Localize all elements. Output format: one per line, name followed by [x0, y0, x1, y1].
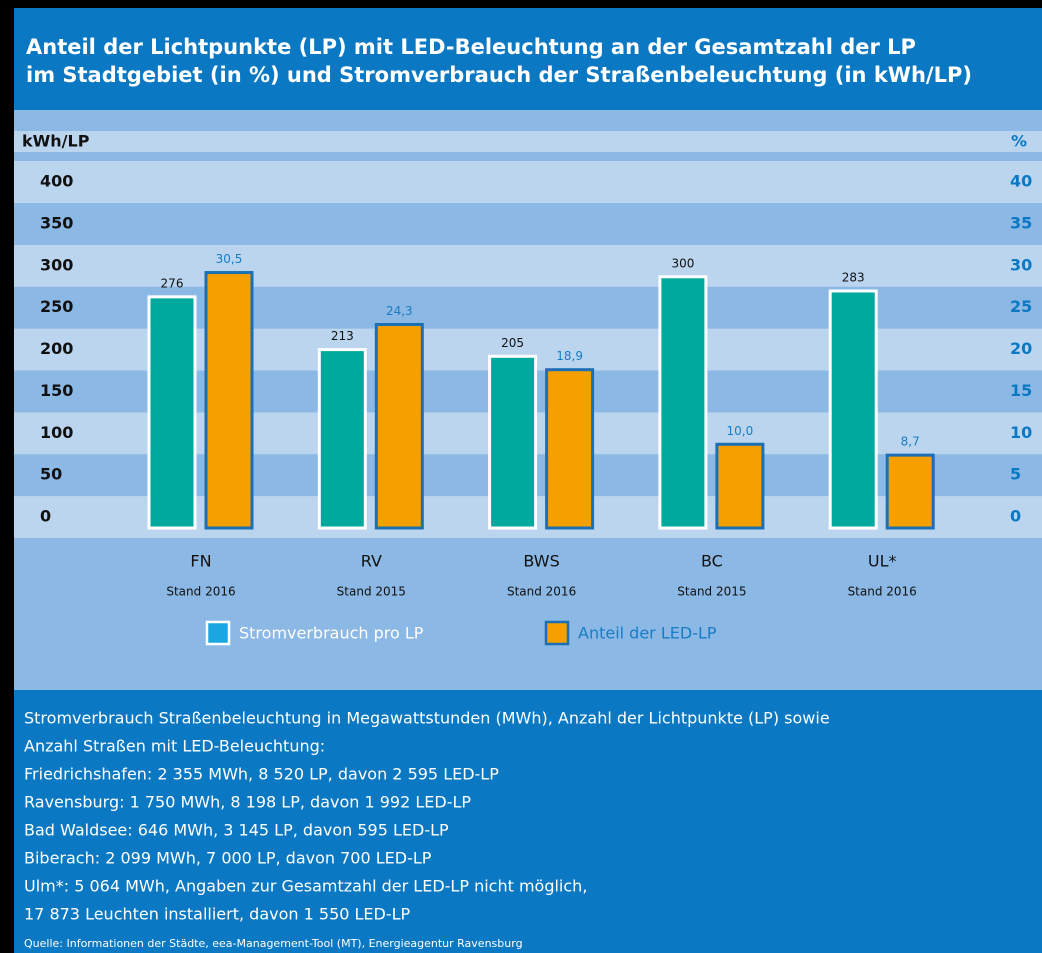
- x-tick-note: Stand 2015: [337, 585, 406, 599]
- legend-swatch: [544, 620, 570, 646]
- bar: [374, 322, 424, 530]
- x-tick-label: BWS: [523, 552, 559, 571]
- y2-tick-label: 25: [1010, 297, 1032, 316]
- footnote-line: Bad Waldsee: 646 MWh, 3 145 LP, davon 59…: [24, 821, 449, 840]
- source: Quelle: Informationen der Städte, eea-Ma…: [24, 937, 523, 950]
- footnote-line: Ulm*: 5 064 MWh, Angaben zur Gesamtzahl …: [24, 877, 587, 896]
- y-tick-label: 0: [40, 507, 51, 526]
- grid-band: [14, 244, 1042, 287]
- footnote-line: Ravensburg: 1 750 MWh, 8 198 LP, davon 1…: [24, 793, 471, 812]
- y-tick-label: 400: [40, 172, 73, 191]
- value-label: 30,5: [216, 252, 243, 266]
- bar: [317, 348, 367, 530]
- footnote-line: Biberach: 2 099 MWh, 7 000 LP, davon 700…: [24, 849, 432, 868]
- footnote-line: 17 873 Leuchten installiert, davon 1 550…: [24, 905, 411, 924]
- value-label: 300: [671, 256, 694, 270]
- x-tick-label: BC: [701, 552, 723, 571]
- x-tick-note: Stand 2016: [507, 585, 576, 599]
- x-tick-label: RV: [361, 552, 382, 571]
- value-label: 276: [161, 276, 184, 290]
- y2-tick-label: 20: [1010, 339, 1032, 358]
- value-label: 283: [842, 270, 865, 284]
- value-label: 205: [501, 336, 524, 350]
- bar: [885, 453, 935, 530]
- value-label: 213: [331, 329, 354, 343]
- y-axis-label: kWh/LP: [22, 132, 90, 151]
- footnote-line: Friedrichshafen: 2 355 MWh, 8 520 LP, da…: [24, 765, 499, 784]
- bar: [545, 368, 595, 530]
- y2-tick-label: 0: [1010, 507, 1021, 526]
- grid-band: [14, 161, 1042, 203]
- y2-tick-label: 15: [1010, 381, 1032, 400]
- x-tick-label: FN: [190, 552, 211, 571]
- x-tick-note: Stand 2016: [848, 585, 917, 599]
- legend-label: Anteil der LED-LP: [578, 624, 717, 643]
- y2-tick-label: 30: [1010, 255, 1032, 274]
- value-label: 18,9: [556, 349, 583, 363]
- value-label: 10,0: [727, 424, 754, 438]
- y2-tick-label: 40: [1010, 172, 1032, 191]
- title-line: im Stadtgebiet (in %) und Stromverbrauch…: [26, 63, 972, 87]
- y-tick-label: 50: [40, 465, 62, 484]
- y2-tick-label: 5: [1010, 465, 1021, 484]
- value-label: 8,7: [901, 435, 920, 449]
- y2-axis-label: %: [1011, 132, 1027, 151]
- bar: [658, 275, 708, 530]
- grid-band: [14, 202, 1042, 245]
- y2-tick-label: 10: [1010, 423, 1032, 442]
- bar: [715, 442, 765, 530]
- y-tick-label: 300: [40, 255, 73, 274]
- x-tick-note: Stand 2015: [677, 585, 746, 599]
- footnote-line: Anzahl Straßen mit LED-Beleuchtung:: [24, 737, 325, 756]
- bar: [204, 271, 254, 530]
- bar: [147, 295, 197, 530]
- legend-swatch: [205, 620, 231, 646]
- y2-tick-label: 35: [1010, 213, 1032, 232]
- y-tick-label: 250: [40, 297, 73, 316]
- value-label: 24,3: [386, 304, 413, 318]
- bar: [828, 289, 878, 530]
- title-line: Anteil der Lichtpunkte (LP) mit LED-Bele…: [26, 35, 916, 59]
- x-tick-label: UL*: [868, 552, 897, 571]
- bar: [488, 354, 538, 530]
- y-tick-label: 350: [40, 213, 73, 232]
- band: [14, 131, 1042, 152]
- legend-label: Stromverbrauch pro LP: [239, 624, 424, 643]
- footnote-line: Stromverbrauch Straßenbeleuchtung in Meg…: [24, 709, 830, 728]
- y-tick-label: 200: [40, 339, 73, 358]
- x-tick-note: Stand 2016: [166, 585, 235, 599]
- y-tick-label: 150: [40, 381, 73, 400]
- y-tick-label: 100: [40, 423, 73, 442]
